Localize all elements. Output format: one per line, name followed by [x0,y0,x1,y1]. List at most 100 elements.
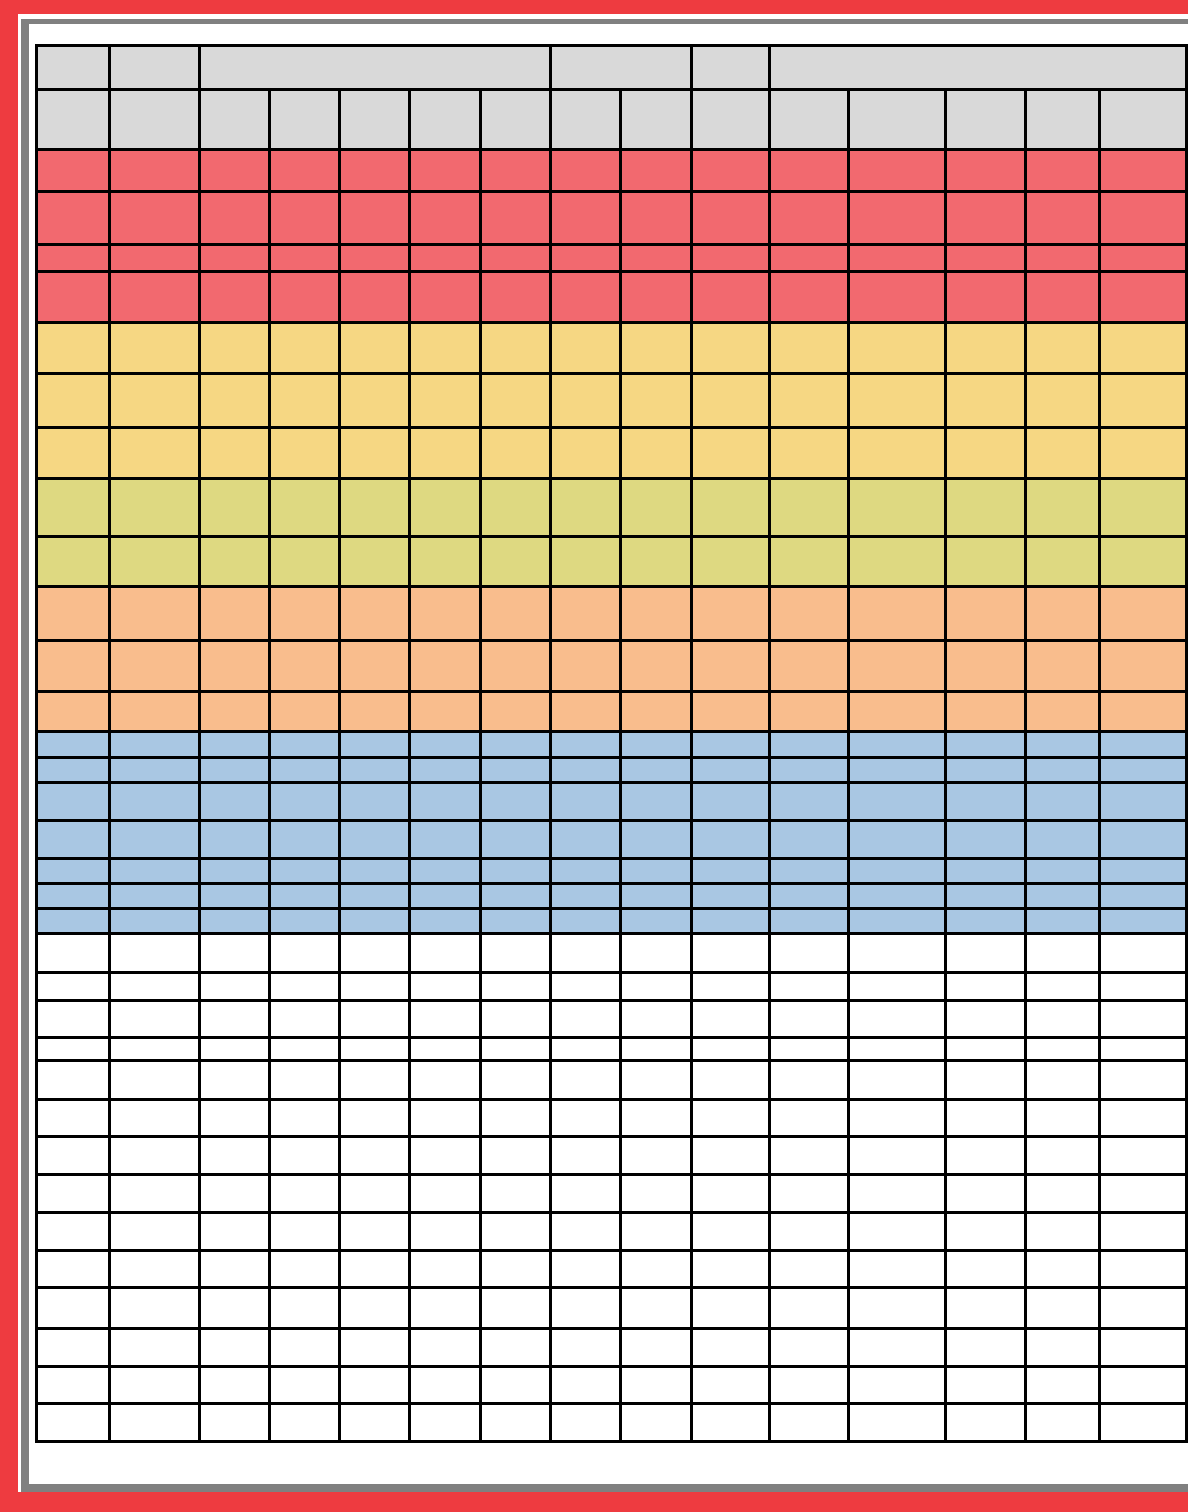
body-cell[interactable] [478,148,552,193]
body-cell[interactable] [268,1365,342,1405]
body-cell[interactable] [618,1059,693,1101]
body-cell[interactable] [35,1365,111,1405]
body-cell[interactable] [1097,1211,1188,1252]
body-cell[interactable] [478,585,552,642]
body-cell[interactable] [944,1173,1027,1214]
body-cell[interactable] [198,1286,272,1330]
body-cell[interactable] [478,426,552,480]
body-cell[interactable] [478,1036,552,1062]
body-cell[interactable] [198,907,272,935]
body-cell[interactable] [944,639,1027,693]
body-cell[interactable] [768,819,850,860]
body-cell[interactable] [1097,882,1188,910]
body-cell[interactable] [548,270,622,324]
body-cell[interactable] [846,535,948,588]
body-cell[interactable] [338,148,411,193]
body-cell[interactable] [1097,1365,1188,1405]
body-cell[interactable] [107,1098,202,1138]
body-cell[interactable] [338,270,411,324]
body-cell[interactable] [768,971,850,1002]
header-cell[interactable] [198,88,272,151]
body-cell[interactable] [407,730,482,759]
body-cell[interactable] [107,1286,202,1330]
body-cell[interactable] [846,270,948,324]
body-cell[interactable] [944,1286,1027,1330]
body-cell[interactable] [268,1402,342,1443]
header-cell[interactable] [548,44,693,91]
body-cell[interactable] [1023,1286,1101,1330]
body-cell[interactable] [846,857,948,885]
body-cell[interactable] [768,1098,850,1138]
body-cell[interactable] [35,907,111,935]
body-cell[interactable] [689,1211,772,1252]
body-cell[interactable] [1023,1402,1101,1443]
body-cell[interactable] [35,1286,111,1330]
body-cell[interactable] [944,243,1027,273]
body-cell[interactable] [35,1135,111,1176]
body-cell[interactable] [338,819,411,860]
body-cell[interactable] [618,690,693,733]
body-cell[interactable] [689,1173,772,1214]
body-cell[interactable] [338,857,411,885]
body-cell[interactable] [768,1059,850,1101]
body-cell[interactable] [268,190,342,246]
body-cell[interactable] [35,999,111,1039]
body-cell[interactable] [1023,1173,1101,1214]
body-cell[interactable] [35,585,111,642]
body-cell[interactable] [338,639,411,693]
body-cell[interactable] [338,882,411,910]
body-cell[interactable] [768,857,850,885]
body-cell[interactable] [1097,1135,1188,1176]
body-cell[interactable] [478,639,552,693]
body-cell[interactable] [107,932,202,974]
body-cell[interactable] [618,1286,693,1330]
body-cell[interactable] [407,1036,482,1062]
body-cell[interactable] [689,321,772,375]
body-cell[interactable] [768,932,850,974]
body-cell[interactable] [1023,971,1101,1002]
body-cell[interactable] [548,781,622,822]
body-cell[interactable] [548,477,622,538]
body-cell[interactable] [478,857,552,885]
body-cell[interactable] [618,1173,693,1214]
body-cell[interactable] [478,882,552,910]
body-cell[interactable] [35,243,111,273]
body-cell[interactable] [198,1036,272,1062]
body-cell[interactable] [338,971,411,1002]
body-cell[interactable] [1097,1036,1188,1062]
body-cell[interactable] [407,535,482,588]
body-cell[interactable] [268,819,342,860]
body-cell[interactable] [548,932,622,974]
body-cell[interactable] [768,535,850,588]
body-cell[interactable] [548,1402,622,1443]
body-cell[interactable] [768,730,850,759]
body-cell[interactable] [944,1365,1027,1405]
body-cell[interactable] [846,1036,948,1062]
body-cell[interactable] [1097,321,1188,375]
body-cell[interactable] [268,1211,342,1252]
body-cell[interactable] [407,585,482,642]
body-cell[interactable] [618,1402,693,1443]
body-cell[interactable] [548,756,622,784]
body-cell[interactable] [846,1249,948,1289]
body-cell[interactable] [689,907,772,935]
body-cell[interactable] [944,535,1027,588]
body-cell[interactable] [407,148,482,193]
body-cell[interactable] [689,1036,772,1062]
body-cell[interactable] [35,1098,111,1138]
body-cell[interactable] [618,1327,693,1368]
body-cell[interactable] [107,426,202,480]
body-cell[interactable] [1023,882,1101,910]
body-cell[interactable] [478,1249,552,1289]
body-cell[interactable] [548,190,622,246]
body-cell[interactable] [548,730,622,759]
body-cell[interactable] [407,1211,482,1252]
body-cell[interactable] [407,372,482,429]
header-cell[interactable] [846,88,948,151]
body-cell[interactable] [548,690,622,733]
body-cell[interactable] [338,477,411,538]
body-cell[interactable] [268,477,342,538]
body-cell[interactable] [944,270,1027,324]
body-cell[interactable] [107,270,202,324]
body-cell[interactable] [1023,932,1101,974]
